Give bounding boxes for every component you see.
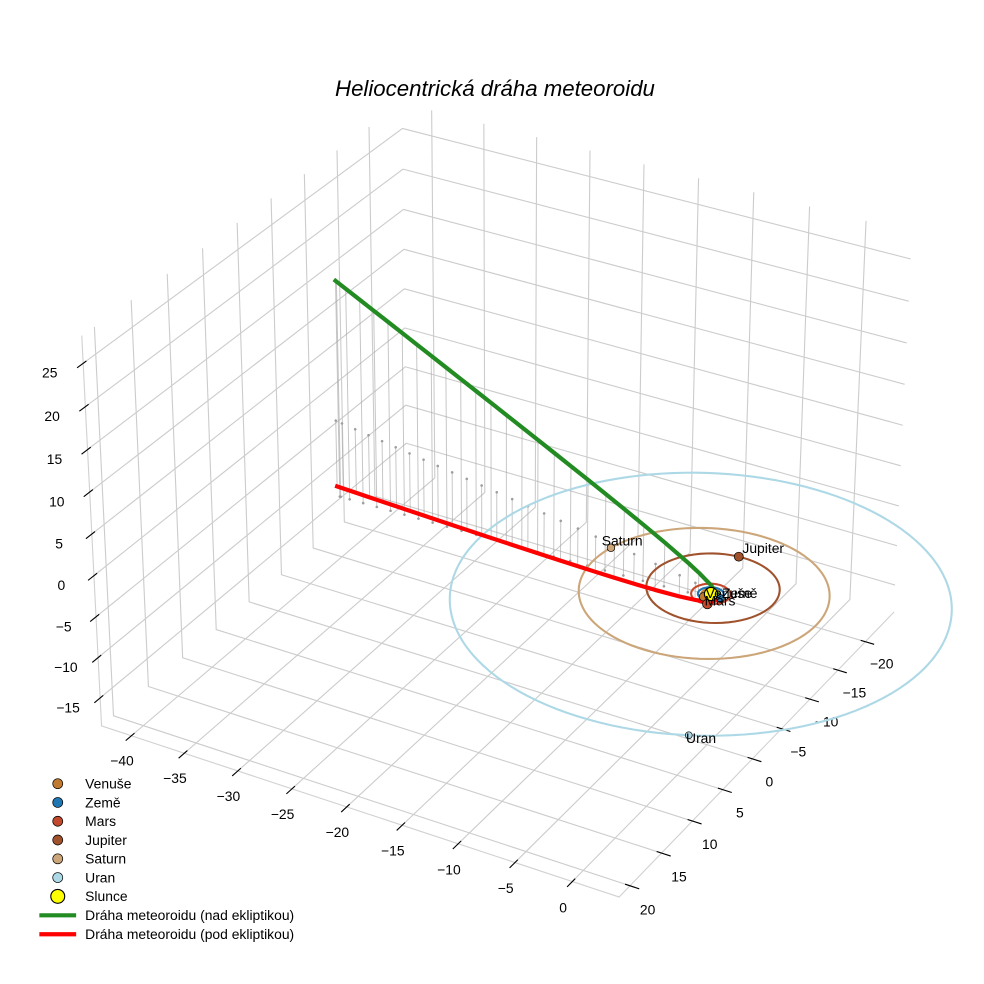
svg-text:Slunce: Slunce [85, 888, 128, 904]
svg-text:−5: −5 [498, 880, 514, 896]
svg-text:Mars: Mars [85, 813, 116, 829]
svg-text:Venuše: Venuše [706, 585, 753, 601]
svg-text:Saturn: Saturn [602, 533, 643, 549]
svg-text:5: 5 [736, 805, 744, 821]
svg-text:−15: −15 [56, 700, 80, 716]
svg-text:10: 10 [702, 836, 718, 852]
svg-text:0: 0 [58, 577, 66, 593]
svg-text:Saturn: Saturn [85, 851, 126, 867]
svg-text:Jupiter: Jupiter [742, 540, 784, 556]
svg-text:20: 20 [640, 901, 656, 917]
svg-text:−35: −35 [163, 770, 187, 786]
svg-text:Dráha meteoroidu (pod ekliptik: Dráha meteoroidu (pod ekliptikou) [85, 926, 294, 942]
svg-text:Jupiter: Jupiter [85, 832, 127, 848]
svg-text:Uran: Uran [85, 869, 115, 885]
svg-text:25: 25 [42, 365, 58, 381]
svg-text:−15: −15 [843, 684, 867, 700]
svg-text:−10: −10 [54, 659, 78, 675]
svg-text:−25: −25 [271, 806, 295, 822]
svg-text:−20: −20 [326, 824, 350, 840]
svg-text:0: 0 [765, 774, 773, 790]
svg-text:0: 0 [559, 899, 567, 915]
svg-text:−5: −5 [56, 618, 72, 634]
svg-text:Heliocentrická dráha meteoroid: Heliocentrická dráha meteoroidu [335, 76, 655, 101]
svg-text:Země: Země [85, 794, 121, 810]
svg-text:−15: −15 [381, 843, 405, 859]
svg-text:Venuše: Venuše [85, 776, 132, 792]
svg-text:−5: −5 [790, 743, 806, 759]
svg-text:5: 5 [55, 536, 63, 552]
svg-text:−30: −30 [217, 788, 241, 804]
svg-text:−40: −40 [110, 752, 134, 768]
svg-text:Mars: Mars [705, 592, 736, 608]
svg-text:20: 20 [44, 408, 60, 424]
svg-text:10: 10 [49, 493, 65, 509]
svg-text:Dráha meteoroidu (nad ekliptik: Dráha meteoroidu (nad ekliptikou) [85, 907, 294, 923]
svg-text:15: 15 [671, 868, 687, 884]
svg-text:15: 15 [47, 451, 63, 467]
svg-text:−10: −10 [437, 861, 461, 877]
svg-text:Uran: Uran [686, 730, 716, 746]
svg-text:−20: −20 [870, 656, 894, 672]
svg-text:Země: Země [722, 585, 758, 601]
